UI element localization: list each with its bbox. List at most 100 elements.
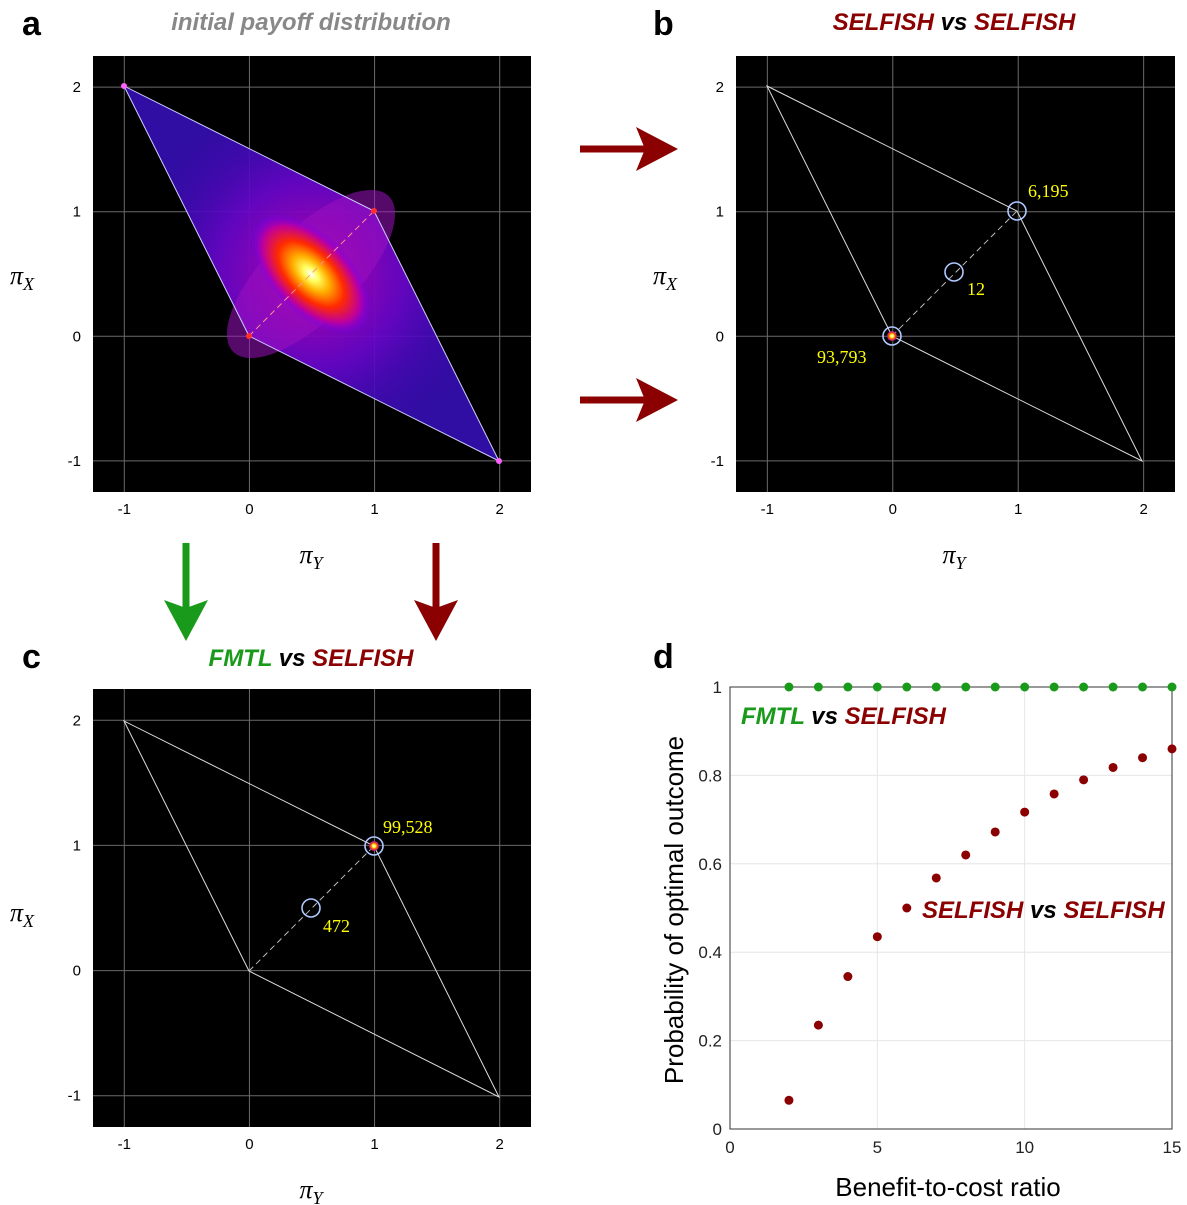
point-fmtl-vs-selfish [1108,682,1118,692]
panel-a-title: initial payoff distribution [171,9,451,36]
annotation-b-93793: 93,793 [817,347,867,367]
annotation-c-99528: 99,528 [383,817,433,837]
point-selfish-vs-selfish [961,850,971,860]
x-axis-label-d: Benefit-to-cost ratio [835,1172,1060,1202]
point-fmtl-vs-selfish [843,682,853,692]
grid-d [730,687,1172,1129]
panel-b: b SELFISH vs SELFISH 6,195 12 93,793 -1 0… [653,5,1175,573]
y-tick-label: 0.2 [698,1032,722,1051]
heatmap-core [250,213,372,335]
y-tick-label: 0 [713,1120,722,1139]
x-tick-label: -1 [761,501,774,518]
panel-a: a initial payoff distribution -1 0 1 2210-1… [10,5,531,573]
point-fmtl-vs-selfish [1138,682,1148,692]
marker-circle-b-1-1 [1007,201,1027,221]
arrow-right-top [580,127,678,171]
y-tick-label: 2 [73,79,81,96]
panel-c: c FMTL vs SELFISH 99,528 472 -1 0 1 2 2 1 0-1 … [10,638,531,1205]
point-selfish-vs-selfish [1167,744,1177,754]
legend-fmtl-vs-selfish: FMTL vs SELFISH [741,703,947,730]
ticks-d: 0 5 10 15 0 0.2 0.4 0.6 0.8 1 [698,678,1181,1157]
point-selfish-vs-selfish [1138,753,1148,763]
x-tick-label: 2 [496,501,504,518]
y-tick-label: 0 [73,328,81,345]
point-selfish-vs-selfish [990,827,1000,837]
point-fmtl-vs-selfish [1020,682,1030,692]
y-tick-label: -1 [68,453,81,470]
point-selfish-vs-selfish [784,1095,794,1105]
x-axis-label-c: πY [299,1175,324,1205]
y-axis-label-c: πX [10,898,35,931]
y-tick-label: -1 [68,1088,81,1105]
point-selfish-vs-selfish [1079,775,1089,785]
marker-circle-b-half [944,262,964,282]
arrow-down-red [414,543,458,641]
x-tick-label: 1 [1014,501,1022,518]
panel-letter-d: d [653,638,674,676]
x-tick-label: 15 [1163,1138,1182,1157]
point-fmtl-vs-selfish [1167,682,1177,692]
x-tick-label: 2 [1139,501,1147,518]
y-tick-label: 0.4 [698,943,722,962]
x-tick-label: -1 [118,501,131,518]
marker-circle-b-0-0 [882,326,902,346]
annotation-b-12: 12 [967,279,985,299]
ticks-c: -1 0 1 2 2 1 0 -1 [68,712,504,1153]
point-selfish-vs-selfish [931,873,941,883]
x-tick-label: 1 [370,501,378,518]
y-tick-label: -1 [711,453,724,470]
point-selfish-vs-selfish [843,972,853,982]
vertex-marker [121,83,127,89]
point-selfish-vs-selfish [1020,807,1030,817]
density-spot-c [369,841,379,851]
x-tick-label: 5 [873,1138,882,1157]
y-tick-label: 1 [73,837,81,854]
axes-box-d [729,686,1173,1130]
point-fmtl-vs-selfish [872,682,882,692]
point-selfish-vs-selfish [1108,762,1118,772]
point-fmtl-vs-selfish [931,682,941,692]
annotation-c-472: 472 [323,916,350,936]
y-tick-label: 1 [716,204,724,221]
y-tick-label: 0.8 [698,766,722,785]
panel-letter-c: c [22,638,41,676]
vertex-marker [496,458,502,464]
point-selfish-vs-selfish [872,932,882,942]
arrow-right-bottom [580,378,678,422]
panel-b-title: SELFISH vs SELFISH [833,9,1076,36]
point-fmtl-vs-selfish [902,682,912,692]
y-tick-label: 2 [73,712,81,729]
arrows [164,127,678,641]
point-selfish-vs-selfish [902,903,912,913]
point-fmtl-vs-selfish [1079,682,1089,692]
x-axis-label-b: πY [942,540,967,573]
annotation-b-6195: 6,195 [1028,181,1069,201]
x-tick-label: 0 [725,1138,734,1157]
point-fmtl-vs-selfish [1049,682,1059,692]
grid-b [736,56,1175,492]
point-fmtl-vs-selfish [813,682,823,692]
point-fmtl-vs-selfish [961,682,971,692]
panel-letter-b: b [653,5,674,43]
x-tick-label: -1 [118,1136,131,1153]
density-spot-b [887,331,897,341]
vertex-marker [246,333,252,339]
panel-c-title: FMTL vs SELFISH [209,645,415,672]
point-fmtl-vs-selfish [990,682,1000,692]
plot-area-b [736,56,1175,492]
heatmap-a [121,83,502,464]
outline-c [122,719,501,1099]
y-tick-label: 1 [73,204,81,221]
arrow-down-green [164,543,208,641]
y-tick-label: 0.6 [698,855,722,874]
points-d [784,682,1177,1105]
y-tick-label: 0 [73,963,81,980]
y-axis-label-b: πX [653,261,678,294]
x-tick-label: 0 [245,501,253,518]
vertex-marker [371,208,377,214]
marker-circle-c-half [301,898,321,918]
marker-circle-c-1-1 [364,836,384,856]
grid-c [93,689,531,1127]
